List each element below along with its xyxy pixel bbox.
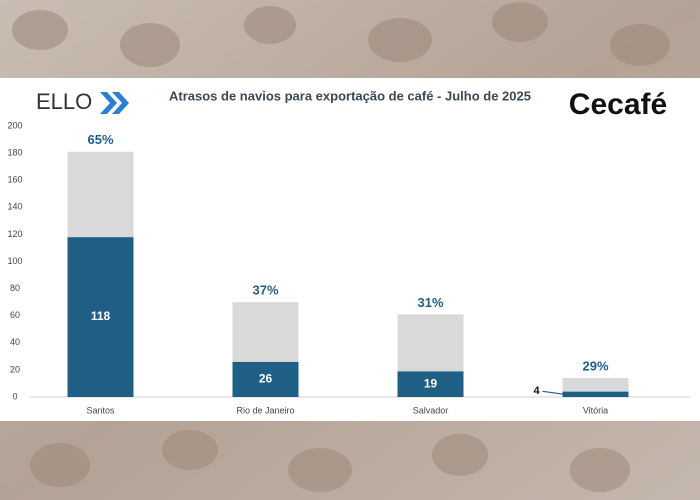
bar-segment xyxy=(562,378,629,392)
x-tick-label: Rio de Janeiro xyxy=(236,405,294,415)
y-tick-label: 80 xyxy=(10,283,20,293)
bar-segment xyxy=(67,237,134,397)
logo-left: ELLO xyxy=(36,89,92,114)
share-label: 37% xyxy=(252,283,278,298)
share-label: 31% xyxy=(417,295,443,310)
data-label: 118 xyxy=(91,309,111,323)
y-tick-label: 140 xyxy=(7,202,22,212)
y-tick-label: 100 xyxy=(7,256,22,266)
y-tick-label: 60 xyxy=(10,310,20,320)
bar-segment xyxy=(397,314,464,372)
y-tick-label: 0 xyxy=(12,391,17,401)
y-tick-label: 160 xyxy=(7,175,22,185)
x-tick-label: Salvador xyxy=(413,405,449,415)
data-label: 26 xyxy=(259,372,273,386)
y-tick-label: 20 xyxy=(10,364,20,374)
data-label: 4 xyxy=(533,385,540,397)
x-tick-label: Santos xyxy=(86,405,115,415)
y-tick-label: 120 xyxy=(7,229,22,239)
label-arrow xyxy=(542,390,565,395)
logo-right: Cecafé xyxy=(569,88,667,121)
bar-segment xyxy=(397,371,464,397)
coffee-beans xyxy=(12,2,670,492)
bar-segment xyxy=(67,151,134,238)
bar-segment xyxy=(562,391,629,397)
chart-title: Atrasos de navios para exportação de caf… xyxy=(169,88,531,103)
x-tick-label: Vitória xyxy=(583,405,608,415)
bar-segment xyxy=(232,302,299,362)
share-label: 29% xyxy=(582,358,608,373)
y-tick-label: 180 xyxy=(7,147,22,157)
data-label: 19 xyxy=(424,376,438,390)
share-label: 65% xyxy=(87,132,113,147)
bar-segment xyxy=(232,361,299,397)
logo-mark xyxy=(100,92,129,114)
y-tick-label: 200 xyxy=(7,120,22,130)
y-tick-label: 40 xyxy=(10,337,20,347)
